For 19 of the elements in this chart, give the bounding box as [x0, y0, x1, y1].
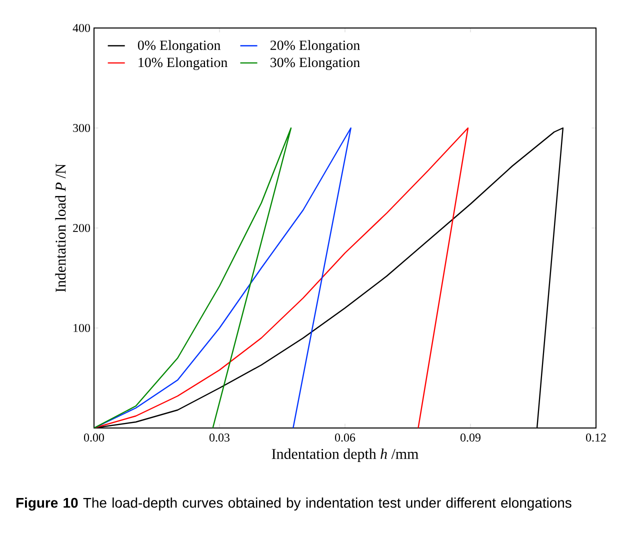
- y-tick-label: 200: [73, 224, 90, 232]
- text: Figure 10 The load-depth curves obtained by indentation test under different elongations: [16, 498, 572, 511]
- y-tick-label: 400: [72, 24, 90, 32]
- x-tick-label: 0.00: [84, 434, 104, 442]
- x-tick-label: 0.12: [586, 434, 606, 442]
- x-tick-label: 0.06: [334, 434, 356, 442]
- x-tick-label: 0.09: [460, 434, 480, 442]
- legend-label: 30% Elongation: [270, 57, 360, 70]
- line-series: [94, 127, 292, 428]
- legend-label: 20% Elongation: [270, 40, 360, 53]
- line-series: [94, 127, 352, 428]
- y-axis-title: Indentation load P /N: [55, 164, 66, 292]
- legend-label: 0% Elongation: [138, 40, 221, 53]
- y-tick-label: 300: [73, 124, 90, 132]
- x-axis-title: Indentation depth h /mm: [272, 448, 418, 462]
- x-tick-label: 0.03: [209, 434, 230, 442]
- line-series: [94, 127, 469, 428]
- legend-label: 10% Elongation: [138, 57, 228, 70]
- y-tick-label: 100: [74, 324, 90, 332]
